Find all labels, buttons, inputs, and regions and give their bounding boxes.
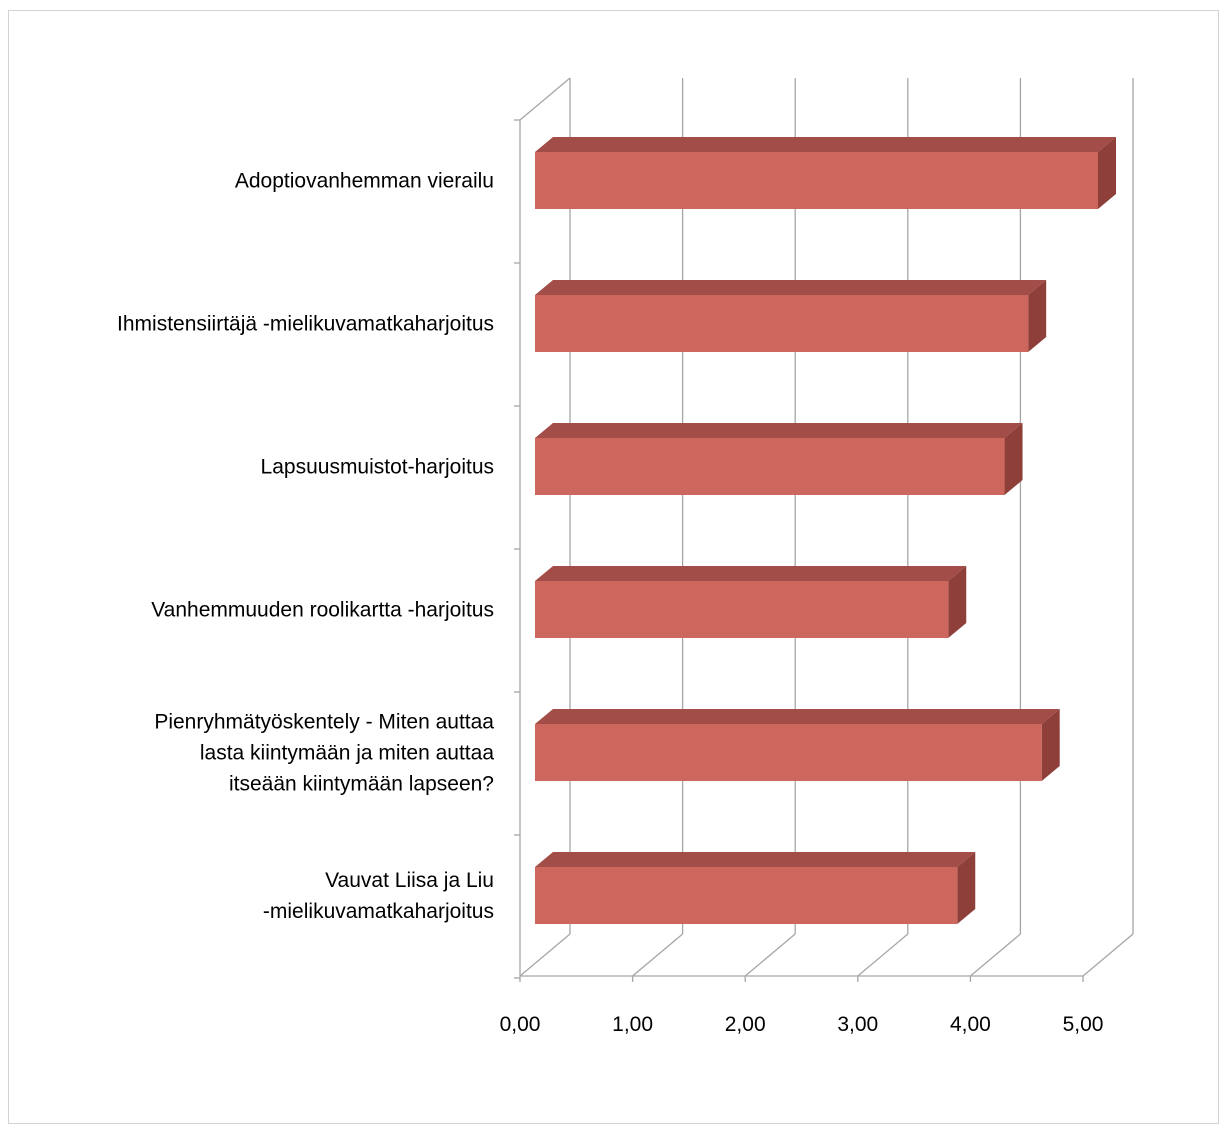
bar [535,566,967,638]
bar-front-face [535,152,1098,209]
bar-side-face [1041,709,1060,781]
bar-top-face [535,280,1047,295]
floor-gridline [969,933,1021,977]
bar-side-face [948,566,967,638]
category-label: Ihmistensiirtäjä -mielikuvamatkaharjoitu… [117,313,494,336]
left-wall-top [519,77,571,121]
bar-front-face [535,438,1005,495]
x-tick-label: 1,00 [612,1013,653,1036]
category-label-line: Adoptiovanhemman vierailu [235,170,494,193]
category-label-line: Ihmistensiirtäjä -mielikuvamatkaharjoitu… [117,313,494,336]
category-label-line: -mielikuvamatkaharjoitus [263,900,494,923]
bar [535,423,1023,495]
bar-front-face [535,724,1042,781]
bar-top-face [535,709,1060,724]
bar-side-face [1028,280,1047,352]
bar-side-face [1098,137,1116,209]
bar-front-face [535,867,958,924]
category-label: Vanhemmuuden roolikartta -harjoitus [151,599,494,622]
category-label-line: lasta kiintymään ja miten auttaa [200,742,494,765]
floor-gridline [857,933,909,977]
bars [535,137,1116,924]
bar-side-face [957,852,976,924]
gridlines [519,78,1134,977]
floor-gridline [744,933,796,977]
floor-gridline [519,933,571,977]
category-label-line: Vanhemmuuden roolikartta -harjoitus [151,599,494,622]
x-tick-label: 5,00 [1063,1013,1104,1036]
floor-gridline [1082,933,1134,977]
bar-top-face [535,566,967,581]
x-tick-label: 2,00 [725,1013,766,1036]
bar-front-face [535,581,949,638]
category-label: Adoptiovanhemman vierailu [235,170,494,193]
category-label: Pienryhmätyöskentely - Miten auttaa lasta… [154,711,494,796]
category-label: Vauvat Liisa ja Liu -mielikuvamatkaharjoi… [263,869,494,923]
axes [514,77,1084,982]
category-label-line: Vauvat Liisa ja Liu [325,869,494,892]
x-tick-label: 0,00 [500,1013,541,1036]
category-label-line: itseään kiintymään lapseen? [229,773,494,796]
bar [535,852,976,924]
x-tick-label: 3,00 [837,1013,878,1036]
category-label-line: Lapsuusmuistot-harjoitus [261,456,494,479]
bar-front-face [535,295,1029,352]
bar [535,709,1060,781]
bar [535,137,1116,209]
bar-top-face [535,852,976,867]
category-label-line: Pienryhmätyöskentely - Miten auttaa [154,711,494,734]
bar-side-face [1004,423,1023,495]
floor-gridline [632,933,684,977]
category-label: Lapsuusmuistot-harjoitus [261,456,494,479]
bar-top-face [535,137,1116,152]
x-tick-label: 4,00 [950,1013,991,1036]
bar [535,280,1047,352]
bar-top-face [535,423,1023,438]
category-labels: Adoptiovanhemman vierailu Ihmistensiirtäj… [117,170,494,924]
x-tick-labels: 0,00 1,00 2,00 3,00 4,00 5,00 [500,1013,1104,1036]
